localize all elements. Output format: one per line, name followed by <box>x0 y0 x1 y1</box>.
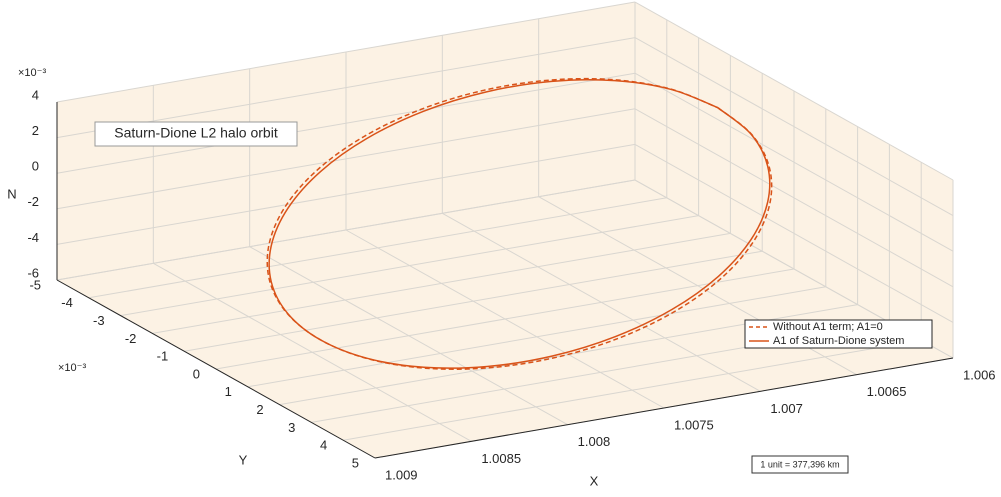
z-tick-label: 4 <box>32 87 39 102</box>
x-tick-label: 1.008 <box>578 434 611 449</box>
grid-line <box>56 143 636 245</box>
y-tick-label: 4 <box>320 438 327 453</box>
grid-line <box>247 286 826 388</box>
grid-line <box>634 72 954 252</box>
orbit-line <box>268 78 771 369</box>
y-tick-label: 5 <box>352 455 359 470</box>
x-tick-label: 1.0075 <box>674 417 714 432</box>
grid-line <box>120 215 699 317</box>
y-exponent: ×10⁻³ <box>58 362 86 374</box>
legend-box <box>744 319 933 349</box>
x-tick-label: 1.007 <box>770 401 803 416</box>
grid-line <box>56 72 636 174</box>
legend: Without A1 term; A1=0 A1 of Saturn-Dione … <box>744 319 933 349</box>
grid-line <box>634 108 954 288</box>
y-tick-label: -1 <box>157 349 169 364</box>
grid-line <box>56 1 636 103</box>
y-tick-label: -5 <box>29 277 41 292</box>
legend-label: Without A1 term; A1=0 <box>773 321 883 333</box>
y-tick-label: -4 <box>61 295 73 310</box>
y-tick-label: 1 <box>225 384 232 399</box>
z-tick-label: -4 <box>27 230 39 245</box>
grid-line <box>184 250 763 352</box>
x-axis-label: X <box>590 473 599 488</box>
grid-line <box>56 37 636 139</box>
grid-line <box>343 339 922 441</box>
x-tick-label: 1.006 <box>963 367 996 382</box>
x-tick-label: 1.0065 <box>867 384 907 399</box>
z-axis-label: N <box>7 186 16 201</box>
x-tick-label: 1.009 <box>385 467 418 482</box>
axis-line <box>56 279 376 459</box>
grid-line <box>152 232 731 334</box>
y-tick-label: 0 <box>193 366 200 381</box>
z-tick-label: -6 <box>27 265 39 280</box>
y-tick-label: 2 <box>256 402 263 417</box>
y-tick-label: -2 <box>125 331 137 346</box>
grid-line <box>88 197 667 299</box>
legend-label: A1 of Saturn-Dione system <box>773 335 904 347</box>
y-tick-label: 3 <box>288 420 295 435</box>
z-tick-label: 0 <box>32 159 39 174</box>
annotation-box <box>94 121 298 147</box>
z-exponent: ×10⁻³ <box>18 67 46 79</box>
grid-line <box>634 1 954 181</box>
axis-line <box>374 357 954 459</box>
annotation: 1 unit = 377,396 km <box>760 459 839 469</box>
x-tick-label: 1.0085 <box>481 451 521 466</box>
y-axis-label: Y <box>239 452 248 467</box>
grid-line <box>634 37 954 217</box>
z-tick-label: -2 <box>27 194 39 209</box>
annotation: Saturn-Dione L2 halo orbit <box>114 125 278 141</box>
y-tick-label: -3 <box>93 313 105 328</box>
z-tick-label: 2 <box>32 123 39 138</box>
grid-line <box>215 268 795 370</box>
grid-line <box>56 108 636 210</box>
annotation-box <box>751 455 849 474</box>
grid-line <box>56 179 636 281</box>
grid-line <box>634 143 954 323</box>
